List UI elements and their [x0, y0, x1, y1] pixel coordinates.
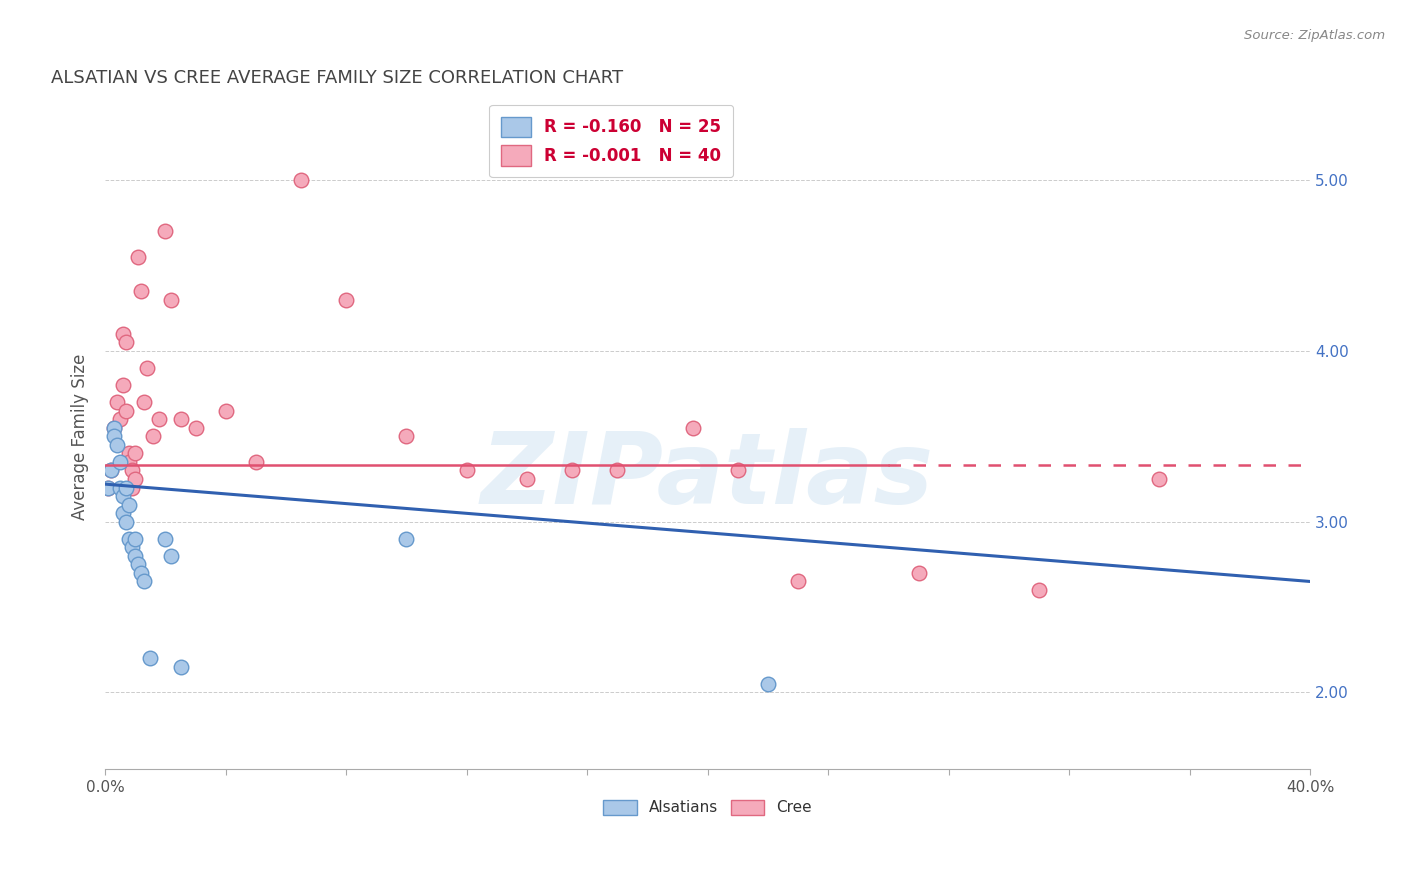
Text: ZIPatlas: ZIPatlas: [481, 428, 934, 524]
Cree: [727, 463, 749, 477]
Alsatians: [97, 481, 120, 495]
Cree: [97, 481, 120, 495]
Legend: Alsatians, Cree: Alsatians, Cree: [598, 793, 818, 822]
Cree: [907, 566, 929, 580]
Cree: [100, 463, 122, 477]
Cree: [1028, 582, 1050, 597]
Cree: [118, 455, 141, 469]
Cree: [1149, 472, 1171, 486]
Alsatians: [756, 677, 779, 691]
Alsatians: [139, 651, 162, 665]
Cree: [124, 446, 146, 460]
Cree: [121, 463, 143, 477]
Cree: [335, 293, 357, 307]
Cree: [134, 395, 156, 409]
Alsatians: [395, 532, 418, 546]
Cree: [395, 429, 418, 443]
Cree: [184, 421, 207, 435]
Alsatians: [155, 532, 177, 546]
Cree: [115, 403, 138, 417]
Alsatians: [131, 566, 153, 580]
Alsatians: [112, 489, 135, 503]
Cree: [516, 472, 538, 486]
Cree: [215, 403, 238, 417]
Alsatians: [121, 541, 143, 555]
Cree: [121, 481, 143, 495]
Cree: [682, 421, 704, 435]
Alsatians: [118, 532, 141, 546]
Cree: [787, 574, 810, 589]
Cree: [115, 335, 138, 350]
Cree: [127, 250, 149, 264]
Cree: [112, 326, 135, 341]
Cree: [456, 463, 478, 477]
Alsatians: [115, 515, 138, 529]
Alsatians: [134, 574, 156, 589]
Cree: [105, 395, 128, 409]
Cree: [112, 378, 135, 392]
Cree: [131, 284, 153, 298]
Cree: [290, 173, 312, 187]
Cree: [606, 463, 628, 477]
Alsatians: [112, 506, 135, 520]
Alsatians: [110, 455, 132, 469]
Alsatians: [115, 481, 138, 495]
Cree: [142, 429, 165, 443]
Alsatians: [110, 481, 132, 495]
Alsatians: [103, 429, 125, 443]
Cree: [169, 412, 191, 426]
Cree: [148, 412, 170, 426]
Text: Source: ZipAtlas.com: Source: ZipAtlas.com: [1244, 29, 1385, 42]
Cree: [103, 421, 125, 435]
Alsatians: [118, 498, 141, 512]
Cree: [124, 472, 146, 486]
Text: ALSATIAN VS CREE AVERAGE FAMILY SIZE CORRELATION CHART: ALSATIAN VS CREE AVERAGE FAMILY SIZE COR…: [51, 69, 623, 87]
Cree: [160, 293, 183, 307]
Cree: [136, 361, 159, 376]
Alsatians: [124, 532, 146, 546]
Alsatians: [169, 660, 191, 674]
Alsatians: [160, 549, 183, 563]
Y-axis label: Average Family Size: Average Family Size: [72, 353, 89, 519]
Cree: [245, 455, 267, 469]
Cree: [155, 224, 177, 238]
Cree: [110, 412, 132, 426]
Cree: [561, 463, 583, 477]
Alsatians: [100, 463, 122, 477]
Cree: [118, 446, 141, 460]
Alsatians: [105, 438, 128, 452]
Alsatians: [127, 558, 149, 572]
Alsatians: [124, 549, 146, 563]
Alsatians: [103, 421, 125, 435]
